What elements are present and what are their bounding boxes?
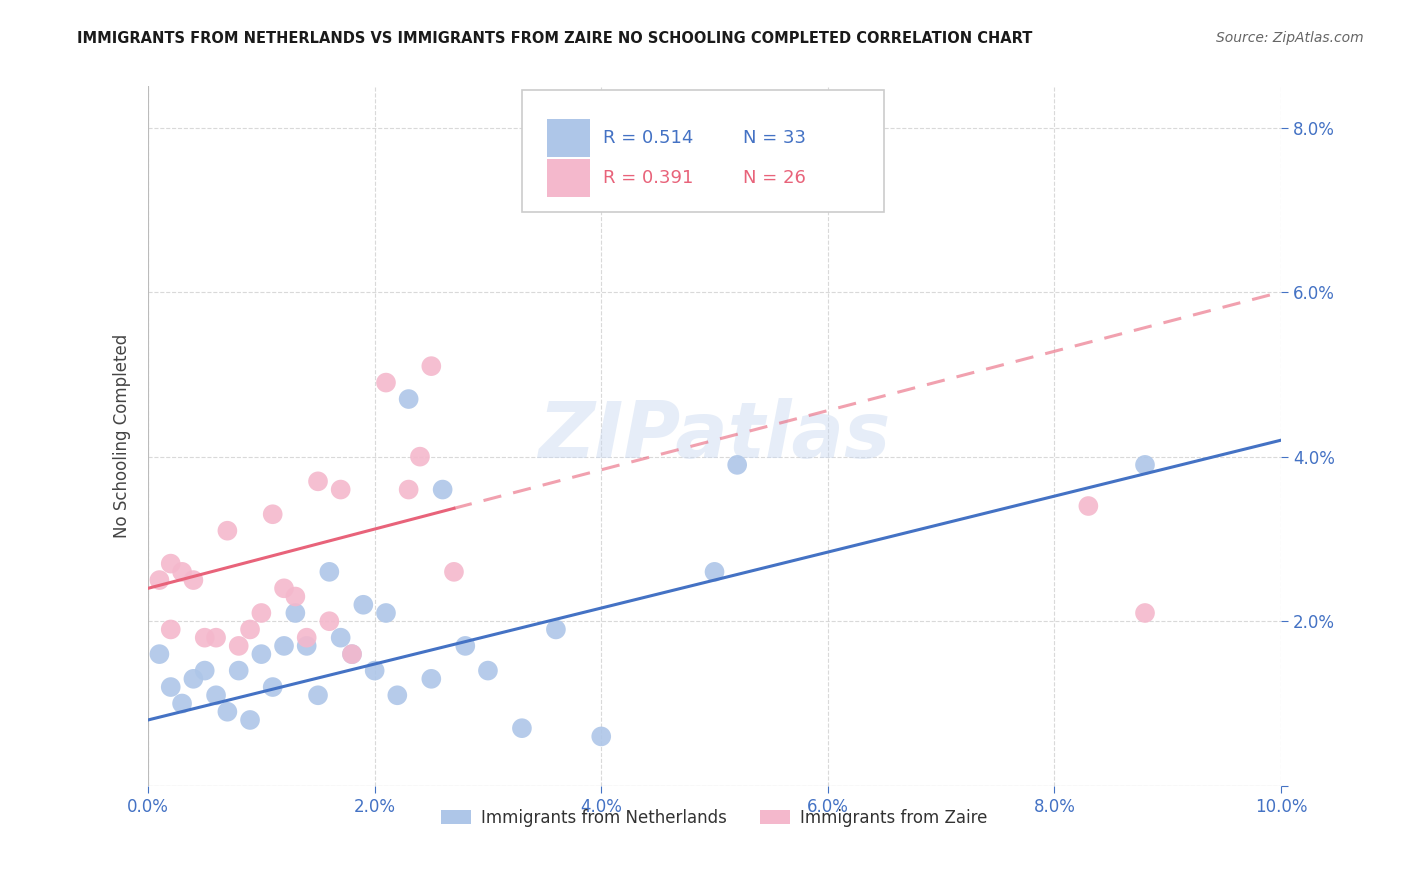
Point <box>262 508 284 522</box>
Point <box>239 623 262 637</box>
Y-axis label: No Schooling Completed: No Schooling Completed <box>114 334 131 538</box>
Point <box>375 376 398 390</box>
Point <box>159 557 181 571</box>
Point <box>183 573 205 587</box>
Point <box>228 664 250 678</box>
Point <box>194 631 217 645</box>
Point <box>217 705 239 719</box>
Point <box>284 590 307 604</box>
Point <box>159 623 181 637</box>
Point <box>725 458 748 472</box>
Point <box>363 664 385 678</box>
Point <box>307 475 329 489</box>
FancyBboxPatch shape <box>522 90 884 212</box>
Point <box>329 483 352 497</box>
Text: N = 26: N = 26 <box>742 169 806 187</box>
Point <box>170 565 193 579</box>
Point <box>250 647 273 661</box>
Point <box>1133 458 1156 472</box>
Point <box>183 672 205 686</box>
Point <box>432 483 454 497</box>
Point <box>477 664 499 678</box>
Point <box>239 713 262 727</box>
Point <box>703 565 725 579</box>
Legend: Immigrants from Netherlands, Immigrants from Zaire: Immigrants from Netherlands, Immigrants … <box>434 802 994 833</box>
Point <box>510 721 533 735</box>
Text: R = 0.391: R = 0.391 <box>603 169 695 187</box>
Point <box>217 524 239 538</box>
Point <box>454 639 477 653</box>
Point <box>250 606 273 620</box>
Point <box>205 631 228 645</box>
Text: ZIPatlas: ZIPatlas <box>538 398 890 474</box>
Point <box>159 680 181 694</box>
Point <box>375 606 398 620</box>
Point <box>307 688 329 702</box>
Point <box>398 392 420 406</box>
Point <box>148 647 170 661</box>
Text: Source: ZipAtlas.com: Source: ZipAtlas.com <box>1216 31 1364 45</box>
Point <box>398 483 420 497</box>
Point <box>352 598 374 612</box>
Point <box>262 680 284 694</box>
Point <box>295 639 318 653</box>
Point <box>591 730 613 744</box>
Point <box>170 697 193 711</box>
Point <box>318 614 340 628</box>
Point <box>1077 499 1099 513</box>
Point <box>443 565 465 579</box>
Point <box>273 639 295 653</box>
Point <box>273 582 295 596</box>
Point <box>340 647 363 661</box>
Point <box>205 688 228 702</box>
FancyBboxPatch shape <box>547 159 591 197</box>
Point <box>194 664 217 678</box>
Text: R = 0.514: R = 0.514 <box>603 129 695 147</box>
Point <box>420 359 443 373</box>
Point <box>295 631 318 645</box>
Text: N = 33: N = 33 <box>742 129 806 147</box>
Point <box>318 565 340 579</box>
Point <box>409 450 432 464</box>
Point <box>329 631 352 645</box>
Point <box>544 623 567 637</box>
Point <box>284 606 307 620</box>
Point <box>387 688 409 702</box>
Point <box>420 672 443 686</box>
Point <box>340 647 363 661</box>
FancyBboxPatch shape <box>547 119 591 157</box>
Point <box>148 573 170 587</box>
Point <box>228 639 250 653</box>
Text: IMMIGRANTS FROM NETHERLANDS VS IMMIGRANTS FROM ZAIRE NO SCHOOLING COMPLETED CORR: IMMIGRANTS FROM NETHERLANDS VS IMMIGRANT… <box>77 31 1032 46</box>
Point <box>1133 606 1156 620</box>
